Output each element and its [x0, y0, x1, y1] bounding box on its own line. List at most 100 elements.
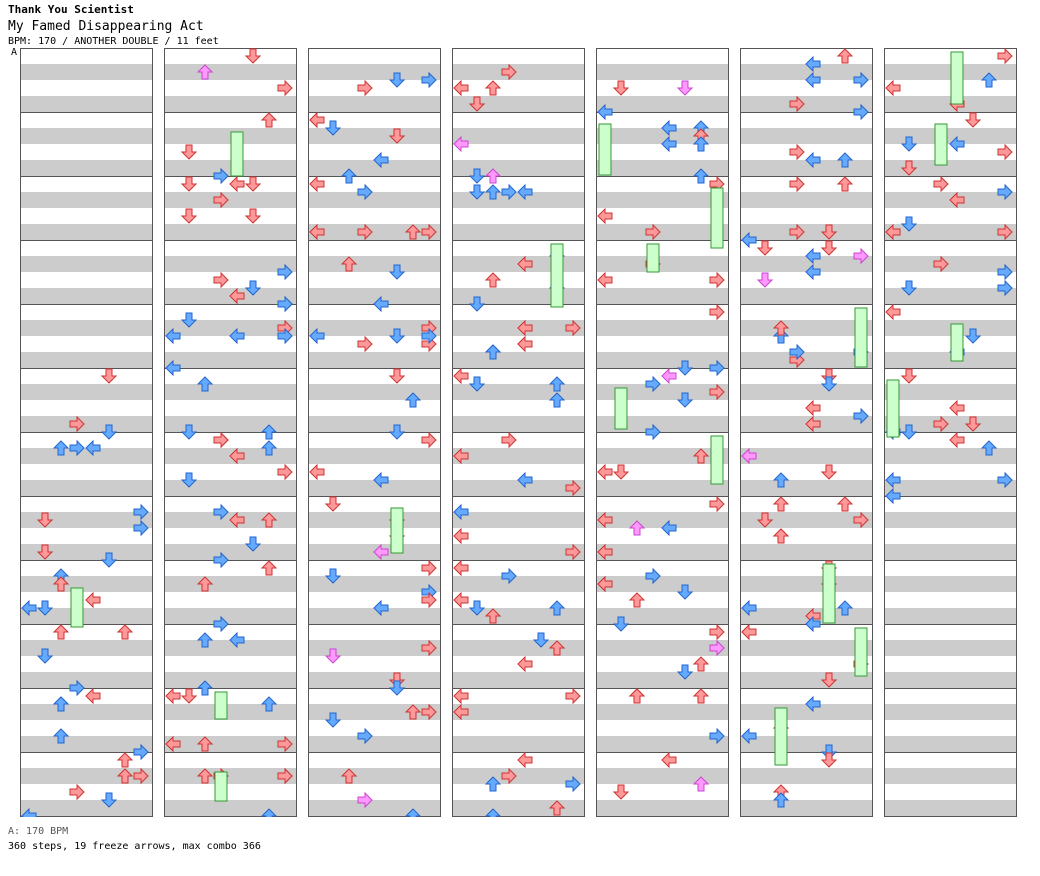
beat-stripe [20, 512, 152, 528]
beat-stripe [884, 512, 1016, 528]
beat-stripe [884, 672, 1016, 688]
step-arrow [388, 368, 406, 384]
beat-stripe [740, 672, 872, 688]
step-arrow [661, 135, 677, 153]
step-arrow [213, 271, 229, 289]
beat-stripe [20, 704, 152, 720]
freeze-arrow [230, 131, 244, 177]
beat-stripe [596, 416, 728, 432]
step-arrow [645, 567, 661, 585]
step-arrow [645, 423, 661, 441]
step-arrow [692, 656, 710, 672]
beat-stripe [308, 672, 440, 688]
step-arrow [244, 48, 262, 64]
step-arrow [836, 496, 854, 512]
chart-column-3 [308, 48, 441, 817]
step-arrow [517, 751, 533, 769]
step-arrow [100, 424, 118, 440]
freeze-arrow [934, 123, 948, 166]
step-arrow [357, 791, 373, 809]
freeze-arrow [614, 387, 628, 430]
step-arrow [357, 79, 373, 97]
step-arrow [133, 503, 149, 521]
step-arrow [741, 447, 757, 465]
beat-stripe [20, 480, 152, 496]
freeze-arrow [550, 243, 564, 308]
step-arrow [453, 527, 469, 545]
beat-stripe [740, 224, 872, 240]
beat-stripe [740, 544, 872, 560]
step-arrow [548, 640, 566, 656]
step-arrow [484, 184, 502, 200]
step-arrow [484, 272, 502, 288]
step-arrow [357, 223, 373, 241]
step-arrow [165, 687, 181, 705]
step-arrow [52, 440, 70, 456]
step-arrow [709, 727, 725, 745]
step-arrow [453, 559, 469, 577]
beat-stripe [596, 352, 728, 368]
beat-stripe [20, 768, 152, 784]
step-arrow [885, 79, 901, 97]
step-arrow [676, 584, 694, 600]
step-arrow [85, 687, 101, 705]
step-arrow [565, 319, 581, 337]
beat-stripe [884, 288, 1016, 304]
beat-stripe [452, 352, 584, 368]
beat-stripe [740, 288, 872, 304]
step-arrow [340, 768, 358, 784]
step-arrow [900, 160, 918, 176]
column-border [740, 48, 873, 817]
step-arrow [404, 808, 422, 817]
step-arrow [340, 256, 358, 272]
beat-stripe [740, 96, 872, 112]
beat-stripe [884, 640, 1016, 656]
step-arrow [612, 784, 630, 800]
step-arrow [645, 375, 661, 393]
step-arrow [453, 687, 469, 705]
chart-column-6 [740, 48, 873, 817]
step-arrow [661, 751, 677, 769]
step-arrow [165, 327, 181, 345]
step-arrow [772, 320, 790, 336]
step-arrow [260, 112, 278, 128]
beat-stripe [884, 416, 1016, 432]
freeze-arrow [710, 435, 724, 485]
beat-stripe [308, 288, 440, 304]
step-arrow [484, 608, 502, 624]
step-arrow [980, 72, 998, 88]
beat-stripe [20, 64, 152, 80]
step-arrow [548, 392, 566, 408]
beat-stripe [20, 608, 152, 624]
step-arrow [805, 247, 821, 265]
column-border [596, 48, 729, 817]
step-arrow [501, 567, 517, 585]
step-arrow [820, 240, 838, 256]
step-arrow [277, 463, 293, 481]
step-arrow [597, 271, 613, 289]
column-border [452, 48, 585, 817]
step-arrow [404, 224, 422, 240]
step-arrow [836, 600, 854, 616]
beat-stripe [20, 192, 152, 208]
step-arrow [805, 151, 821, 169]
beat-stripe [452, 480, 584, 496]
step-arrow [565, 687, 581, 705]
beat-stripe [596, 384, 728, 400]
step-arrow [853, 71, 869, 89]
step-arrow [933, 415, 949, 433]
step-arrow [421, 327, 437, 345]
freeze-arrow [214, 771, 228, 802]
step-arrow [484, 168, 502, 184]
beat-stripe [740, 256, 872, 272]
beat-stripe [596, 704, 728, 720]
step-arrow [69, 679, 85, 697]
freeze-arrow [774, 707, 788, 766]
beat-stripe [164, 416, 296, 432]
step-arrow [501, 431, 517, 449]
beat-stripe [452, 384, 584, 400]
step-arrow [52, 728, 70, 744]
step-arrow [900, 280, 918, 296]
beat-stripe [452, 288, 584, 304]
beat-stripe [164, 320, 296, 336]
